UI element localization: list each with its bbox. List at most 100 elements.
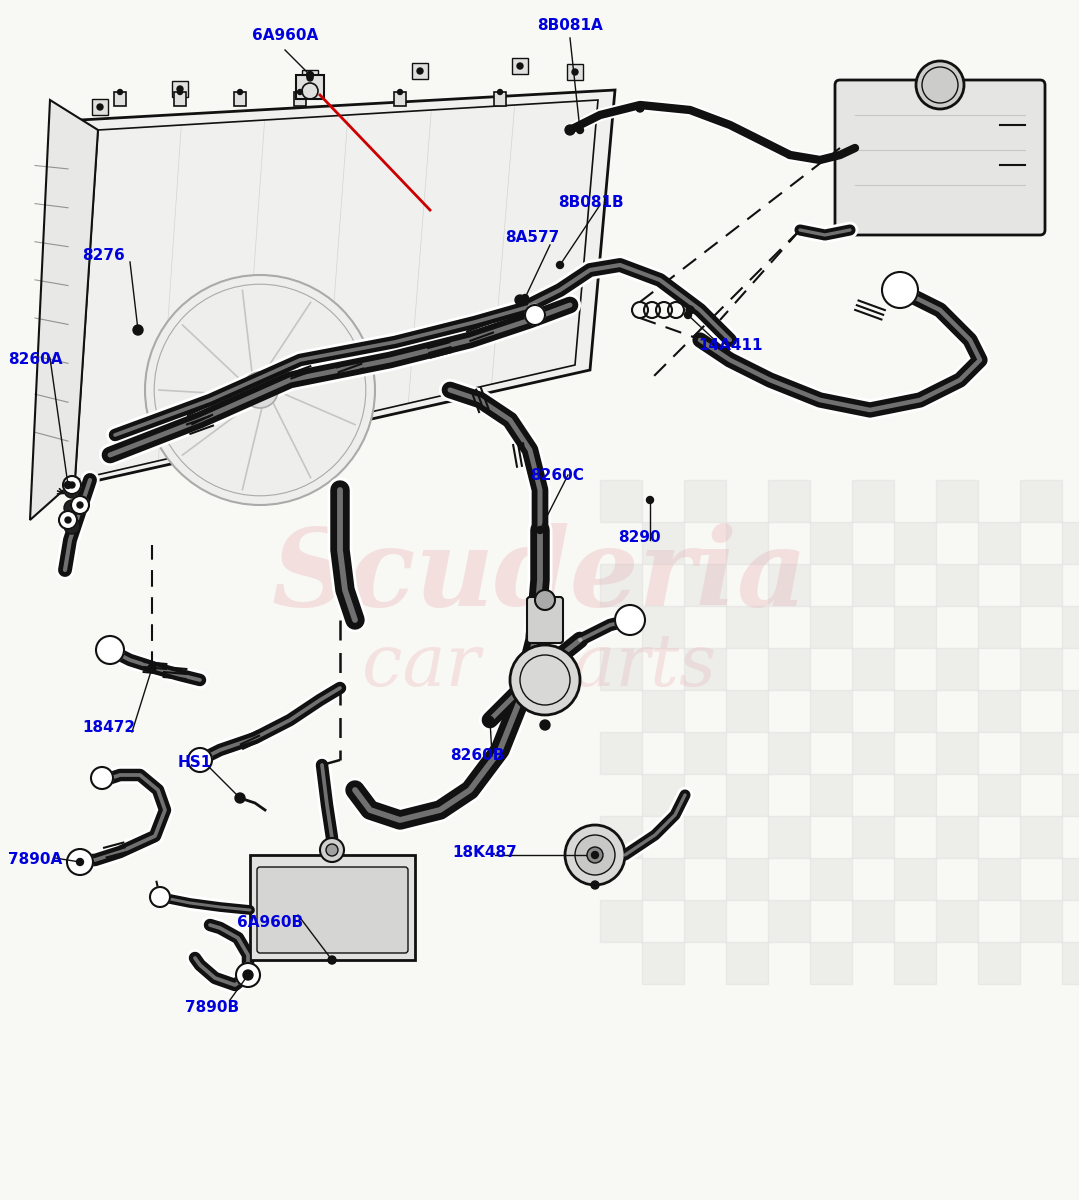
- Circle shape: [576, 126, 584, 133]
- Bar: [978, 774, 1020, 816]
- Bar: [642, 774, 684, 816]
- Text: car  parts: car parts: [363, 631, 716, 701]
- Bar: [684, 480, 726, 522]
- Circle shape: [572, 68, 578, 74]
- Circle shape: [540, 720, 550, 730]
- Circle shape: [510, 646, 581, 715]
- Circle shape: [64, 500, 80, 516]
- Bar: [894, 606, 935, 648]
- Bar: [1020, 564, 1062, 606]
- FancyBboxPatch shape: [302, 70, 318, 86]
- Bar: [684, 648, 726, 690]
- Circle shape: [188, 748, 211, 772]
- Bar: [935, 816, 978, 858]
- Polygon shape: [55, 90, 615, 490]
- Bar: [642, 942, 684, 984]
- Bar: [642, 522, 684, 564]
- Bar: [1020, 732, 1062, 774]
- Circle shape: [97, 104, 103, 110]
- Circle shape: [587, 847, 603, 863]
- Polygon shape: [30, 100, 98, 520]
- FancyBboxPatch shape: [174, 92, 186, 106]
- Bar: [726, 606, 768, 648]
- Circle shape: [882, 272, 918, 308]
- Bar: [600, 900, 642, 942]
- Circle shape: [536, 527, 544, 534]
- Bar: [642, 606, 684, 648]
- Text: 6A960B: 6A960B: [237, 914, 303, 930]
- Bar: [894, 774, 935, 816]
- Circle shape: [521, 294, 529, 301]
- Circle shape: [328, 956, 336, 964]
- Text: 8276: 8276: [82, 248, 125, 263]
- Circle shape: [148, 664, 156, 672]
- Bar: [642, 690, 684, 732]
- Bar: [726, 522, 768, 564]
- Text: 18472: 18472: [82, 720, 135, 734]
- Circle shape: [67, 850, 93, 875]
- Bar: [1062, 522, 1079, 564]
- Circle shape: [326, 844, 338, 856]
- Bar: [1062, 606, 1079, 648]
- Bar: [600, 564, 642, 606]
- Bar: [768, 648, 810, 690]
- Circle shape: [149, 665, 155, 672]
- Circle shape: [77, 502, 83, 508]
- Circle shape: [118, 90, 123, 95]
- FancyBboxPatch shape: [296, 74, 324, 98]
- Circle shape: [517, 62, 523, 68]
- Circle shape: [320, 838, 344, 862]
- Circle shape: [64, 518, 80, 534]
- Bar: [810, 774, 852, 816]
- Circle shape: [646, 497, 654, 504]
- Bar: [1062, 690, 1079, 732]
- Circle shape: [71, 496, 88, 514]
- Bar: [978, 858, 1020, 900]
- Bar: [726, 774, 768, 816]
- Circle shape: [308, 74, 313, 80]
- Circle shape: [237, 90, 243, 95]
- Circle shape: [245, 972, 251, 978]
- Bar: [600, 816, 642, 858]
- Text: 8290: 8290: [618, 530, 660, 545]
- FancyBboxPatch shape: [513, 58, 528, 74]
- FancyBboxPatch shape: [394, 92, 406, 106]
- Circle shape: [916, 61, 964, 109]
- Circle shape: [497, 90, 503, 95]
- Bar: [684, 732, 726, 774]
- Circle shape: [96, 636, 124, 664]
- Circle shape: [236, 962, 260, 986]
- Circle shape: [397, 90, 402, 95]
- Bar: [894, 858, 935, 900]
- Text: 8B081B: 8B081B: [558, 194, 624, 210]
- FancyBboxPatch shape: [412, 62, 428, 79]
- Bar: [894, 690, 935, 732]
- FancyBboxPatch shape: [566, 64, 583, 80]
- Bar: [600, 480, 642, 522]
- Bar: [935, 648, 978, 690]
- Bar: [1020, 480, 1062, 522]
- Circle shape: [298, 90, 302, 95]
- Circle shape: [308, 72, 313, 78]
- Bar: [684, 900, 726, 942]
- Circle shape: [133, 325, 144, 335]
- Bar: [726, 690, 768, 732]
- Circle shape: [236, 794, 244, 802]
- Bar: [935, 480, 978, 522]
- Bar: [768, 816, 810, 858]
- Bar: [935, 732, 978, 774]
- Bar: [852, 816, 894, 858]
- Bar: [1020, 816, 1062, 858]
- Circle shape: [575, 835, 615, 875]
- Text: Scuderia: Scuderia: [272, 523, 807, 629]
- Text: 8B081A: 8B081A: [537, 18, 603, 32]
- Bar: [978, 606, 1020, 648]
- Bar: [978, 942, 1020, 984]
- Circle shape: [416, 68, 423, 74]
- Circle shape: [535, 590, 555, 610]
- Circle shape: [242, 372, 278, 408]
- Bar: [768, 480, 810, 522]
- Circle shape: [636, 104, 644, 112]
- Text: 14A411: 14A411: [698, 338, 763, 353]
- Circle shape: [150, 887, 170, 907]
